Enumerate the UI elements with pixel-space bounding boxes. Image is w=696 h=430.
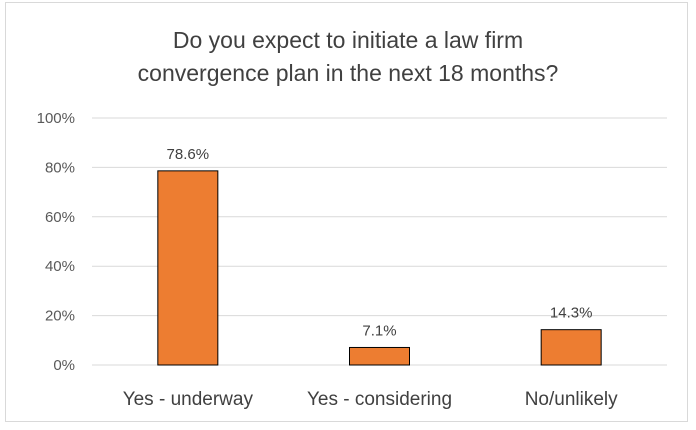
- y-tick-label-80: 80%: [45, 159, 75, 176]
- data-labels: 78.6% 7.1% 14.3%: [167, 146, 593, 340]
- bar-0: [157, 170, 219, 366]
- chart-title-line-2: convergence plan in the next 18 months?: [138, 60, 559, 86]
- y-tick-label-20: 20%: [45, 308, 75, 325]
- y-axis-tick-labels: 0% 20% 40% 60% 80% 100%: [37, 110, 75, 374]
- x-axis-category-labels: Yes - underway Yes - considering No/unlike…: [123, 389, 618, 410]
- y-tick-label-100: 100%: [37, 110, 75, 127]
- chart-title: Do you expect to initiate a law firm con…: [138, 27, 559, 86]
- bar-series: [157, 170, 602, 366]
- data-label-2: 14.3%: [550, 305, 593, 322]
- bar-1: [349, 346, 410, 366]
- x-category-label-1: Yes - considering: [307, 389, 452, 410]
- x-category-label-0: Yes - underway: [123, 389, 254, 410]
- y-tick-label-60: 60%: [45, 209, 75, 226]
- bar-2: [540, 329, 602, 366]
- data-label-1: 7.1%: [362, 322, 396, 339]
- y-tick-label-40: 40%: [45, 258, 75, 275]
- chart-title-line-1: Do you expect to initiate a law firm: [173, 27, 523, 53]
- x-category-label-2: No/unlikely: [525, 389, 618, 410]
- y-tick-label-0: 0%: [53, 357, 75, 374]
- data-label-0: 78.6%: [167, 146, 210, 163]
